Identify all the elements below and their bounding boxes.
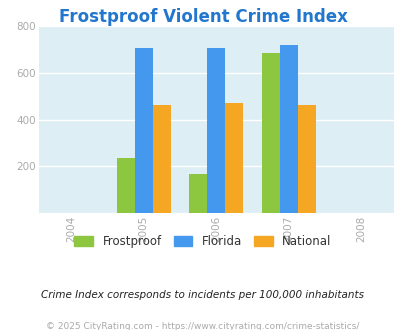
Legend: Frostproof, Florida, National: Frostproof, Florida, National — [69, 231, 336, 253]
Bar — [279, 45, 297, 213]
Text: Crime Index corresponds to incidents per 100,000 inhabitants: Crime Index corresponds to incidents per… — [41, 290, 364, 300]
Bar — [207, 48, 225, 213]
Bar — [189, 174, 207, 213]
Bar — [225, 103, 243, 213]
Bar — [152, 105, 171, 213]
Bar — [134, 48, 152, 213]
Bar — [297, 105, 315, 213]
Text: Frostproof Violent Crime Index: Frostproof Violent Crime Index — [58, 8, 347, 26]
Text: © 2025 CityRating.com - https://www.cityrating.com/crime-statistics/: © 2025 CityRating.com - https://www.city… — [46, 322, 359, 330]
Bar — [116, 158, 134, 213]
Bar — [261, 53, 279, 213]
